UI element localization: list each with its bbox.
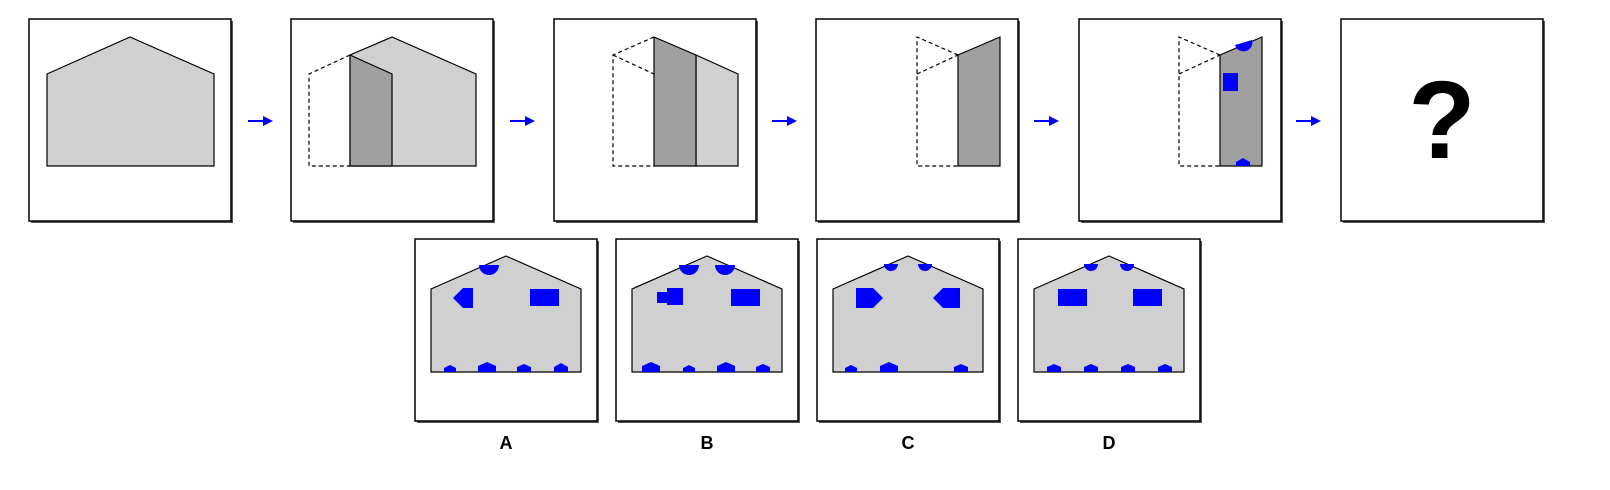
folded-flap xyxy=(653,36,697,167)
fold-outline xyxy=(1178,36,1221,167)
right-arrow-icon xyxy=(772,116,797,126)
sequence-step-3 xyxy=(553,18,758,223)
fold-outline xyxy=(308,54,351,167)
semicircle-cutout xyxy=(1235,40,1253,52)
folded-strip xyxy=(1219,36,1263,167)
sequence-step-5 xyxy=(1078,18,1283,223)
option-d[interactable]: D xyxy=(1017,238,1202,453)
right-arrow-icon xyxy=(1034,116,1059,126)
option-a[interactable]: A xyxy=(414,238,599,453)
right-arrow-icon xyxy=(1296,116,1321,126)
folded-strip xyxy=(957,36,1001,167)
sequence-step-4 xyxy=(815,18,1020,223)
right-arrow-icon xyxy=(248,116,273,126)
pentagon-cutout xyxy=(1236,158,1250,166)
option-c[interactable]: C xyxy=(816,238,1001,453)
sequence-step-2 xyxy=(290,18,495,223)
option-label: B xyxy=(701,433,714,453)
option-label: A xyxy=(500,433,513,453)
folded-paper-shape xyxy=(46,36,215,167)
fold-outline xyxy=(916,36,959,167)
fold-outline xyxy=(612,36,655,167)
option-b[interactable]: B xyxy=(615,238,800,453)
sequence-step-answer: ? xyxy=(1340,18,1545,223)
sequence-step-1 xyxy=(28,18,233,223)
folded-flap xyxy=(349,54,393,167)
right-arrow-icon xyxy=(510,116,535,126)
option-label: C xyxy=(902,433,915,453)
question-mark-icon: ? xyxy=(1408,59,1475,182)
paper-right-strip xyxy=(695,54,739,167)
rectangle-cutout xyxy=(1223,73,1238,91)
option-label: D xyxy=(1103,433,1116,453)
